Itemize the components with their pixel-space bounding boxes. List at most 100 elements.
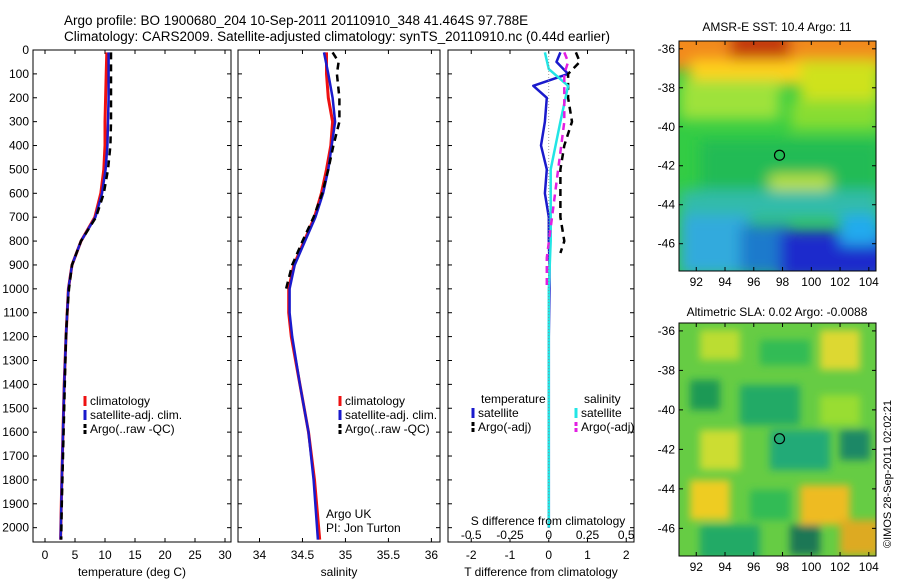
sst-heatmap [679, 41, 876, 271]
annotation-pi: PI: Jon Turton [326, 521, 401, 535]
legend-label-satellite: satellite [478, 406, 519, 420]
y-tick-label: 1000 [2, 282, 29, 296]
legend-label-climatology: climatology [345, 394, 405, 408]
map-y-tick-label: -36 [658, 324, 676, 338]
difference-panel-frame [447, 49, 635, 543]
x-tick-label: 25 [188, 548, 202, 562]
map-x-tick-label: 92 [690, 275, 704, 289]
x-axis-label: temperature (deg C) [78, 565, 186, 579]
map-x-tick-label: 102 [830, 275, 850, 289]
argo-location-marker [773, 433, 786, 445]
y-tick-label: 0 [22, 43, 29, 57]
legend-label-argo: Argo(..raw -QC) [90, 422, 175, 436]
x-tick-label: 0 [42, 548, 49, 562]
s-tick-label: -0.25 [496, 528, 524, 542]
x-axis-label-top: S difference from climatology [471, 514, 626, 528]
legend-label-climatology: climatology [90, 394, 150, 408]
x-tick-label: -1 [505, 548, 516, 562]
series-line-argo [559, 51, 582, 254]
legend-label-satellite: satellite-adj. clim. [90, 408, 182, 422]
map-x-tick-label: 104 [859, 560, 879, 574]
map-x-tick-label: 98 [776, 275, 790, 289]
y-tick-label: 900 [9, 258, 29, 272]
y-tick-label: 1700 [2, 449, 29, 463]
map-x-tick-label: 104 [859, 275, 879, 289]
y-tick-label: 1500 [2, 401, 29, 415]
argo-location-marker [773, 149, 786, 161]
x-tick-label: 34.5 [291, 548, 315, 562]
x-tick-label: 35.5 [377, 548, 401, 562]
x-axis-label: T difference from climatology [464, 565, 618, 579]
map-x-tick-label: 100 [801, 275, 821, 289]
y-tick-label: 2000 [2, 521, 29, 535]
y-tick-label: 1800 [2, 473, 29, 487]
series-line-argo [284, 51, 341, 290]
map-x-tick-label: 94 [718, 275, 732, 289]
map-x-tick-label: 96 [747, 560, 761, 574]
x-tick-label: 20 [158, 548, 172, 562]
series-line-satellite [288, 52, 337, 540]
x-tick-label: 10 [98, 548, 112, 562]
y-tick-label: 500 [9, 162, 29, 176]
legend-label-sal_satellite: satellite [581, 406, 622, 420]
map-x-tick-label: 98 [776, 560, 790, 574]
map-y-tick-label: -46 [658, 237, 676, 251]
sst-map-axes: 92 94 96 98 100 102 104 -36 -38 -40 -42 -44 -46 [658, 41, 879, 289]
temperature-plot: 0 5 10 15 20 25 300100200300400500600700800900… [2, 43, 232, 579]
map-x-tick-label: 100 [801, 560, 821, 574]
legend-label-satellite: satellite-adj. clim. [345, 408, 437, 422]
x-tick-label: 1 [584, 548, 591, 562]
y-tick-label: 800 [9, 234, 29, 248]
s-tick-label: 0.25 [576, 528, 600, 542]
sst-map-frame [678, 40, 877, 272]
map-y-tick-label: -36 [658, 42, 676, 56]
sla-map-axes: 92 94 96 98 100 102 104 -36 -38 -40 -42 -44 -46 [658, 323, 879, 574]
salinity-panel-frame [237, 49, 441, 543]
y-tick-label: 600 [9, 186, 29, 200]
x-tick-label: 0 [545, 548, 552, 562]
y-tick-label: 100 [9, 67, 29, 81]
sla-map-frame [678, 322, 877, 557]
legend-label-sal_argo: Argo(-adj) [581, 420, 634, 434]
annotation-institution: Argo UK [326, 507, 371, 521]
sst-map-title: AMSR-E SST: 10.4 Argo: 11 [702, 20, 852, 34]
map-y-tick-label: -38 [658, 81, 676, 95]
map-y-tick-label: -44 [658, 198, 676, 212]
map-y-tick-label: -40 [658, 403, 676, 417]
temperature-panel-frame [32, 49, 232, 543]
x-tick-label: 2 [623, 548, 630, 562]
map-y-tick-label: -40 [658, 120, 676, 134]
x-tick-label: 15 [128, 548, 142, 562]
legend-title-salinity: salinity [584, 392, 621, 406]
y-tick-label: 200 [9, 91, 29, 105]
map-y-tick-label: -38 [658, 363, 676, 377]
sla-map-title: Altimetric SLA: 0.02 Argo: -0.0088 [687, 305, 868, 319]
difference-plot: -2 -1 0 1 2 T difference from climatology S di… [448, 49, 635, 579]
map-y-tick-label: -46 [658, 521, 676, 535]
x-tick-label: 30 [218, 548, 232, 562]
s-tick-label: -0.5 [461, 528, 482, 542]
y-tick-label: 1100 [3, 306, 29, 320]
y-tick-label: 1600 [2, 425, 29, 439]
series-line-satellite [59, 52, 110, 540]
legend-label-argo: Argo(-adj) [478, 420, 531, 434]
map-x-tick-label: 96 [747, 275, 761, 289]
y-tick-label: 1300 [2, 353, 29, 367]
map-x-tick-label: 92 [690, 560, 704, 574]
s-tick-label: 0 [545, 528, 552, 542]
y-tick-label: 1400 [2, 377, 29, 391]
legend-label-argo: Argo(..raw -QC) [345, 422, 430, 436]
x-tick-label: -2 [466, 548, 477, 562]
x-tick-label: 36 [425, 548, 439, 562]
x-tick-label: 5 [72, 548, 79, 562]
y-tick-label: 1200 [2, 330, 29, 344]
sla-heatmap [679, 323, 876, 556]
salinity-plot: 34 34.5 35 35.5 36 salinity climatologysatelli… [238, 49, 440, 579]
y-tick-label: 1900 [2, 497, 29, 511]
imos-timestamp: ©IMOS 28-Sep-2011 02:02:21 [882, 400, 894, 548]
y-tick-label: 300 [9, 115, 29, 129]
figure-title-line1: Argo profile: BO 1900680_204 10-Sep-2011… [64, 13, 529, 28]
y-tick-label: 700 [9, 210, 29, 224]
series-line-argo [59, 52, 113, 540]
